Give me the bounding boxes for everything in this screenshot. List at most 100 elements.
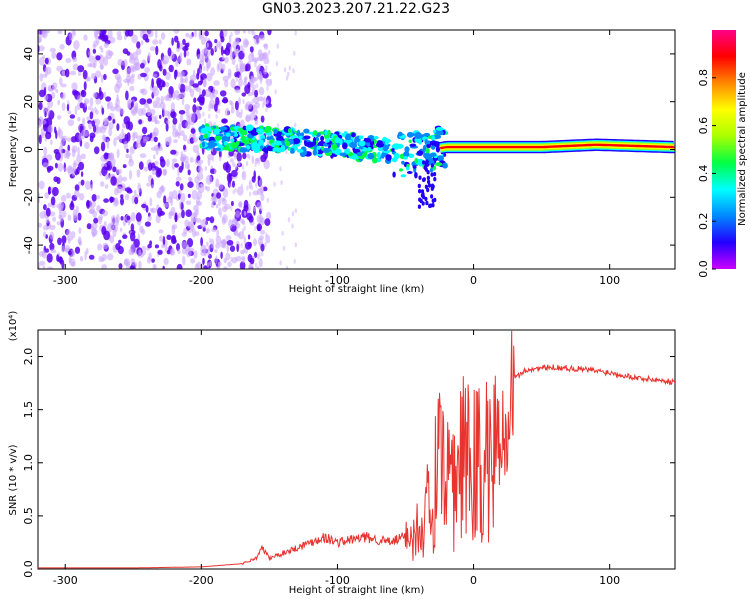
spectrogram-ridge-blob xyxy=(433,177,437,182)
spectrogram-speckle xyxy=(129,146,135,155)
spectrogram-ridge-blob xyxy=(435,126,444,131)
spectrogram-speckle xyxy=(211,156,215,162)
spectrogram-speckle xyxy=(242,220,246,226)
spectrogram-y-tick-label: -20 xyxy=(22,188,35,206)
spectrogram-ridge-blob xyxy=(424,196,428,202)
spectrogram-ridge-blob xyxy=(422,160,426,165)
snr-y-tick-label: 1.5 xyxy=(22,401,35,419)
spectrogram-speckle xyxy=(254,62,257,68)
spectrogram-speckle xyxy=(102,117,110,126)
spectrogram-speckle xyxy=(129,170,133,180)
spectrogram-speckle xyxy=(59,215,64,222)
spectrogram-ridge-blob xyxy=(200,127,209,134)
spectrogram-speckle xyxy=(64,68,70,78)
spectrogram-speckle xyxy=(81,129,86,140)
spectrogram-speckle xyxy=(89,97,94,107)
spectrogram-speckle xyxy=(115,97,120,108)
spectrogram-speckle xyxy=(43,231,47,238)
spectrogram-speckle xyxy=(77,95,83,103)
spectrogram-speckle xyxy=(185,32,190,38)
spectrogram-speckle xyxy=(194,176,200,184)
spectrogram-speckle xyxy=(134,196,139,205)
spectrogram-speckle xyxy=(204,185,208,190)
spectrogram-speckle xyxy=(203,118,207,124)
spectrogram-speckle xyxy=(264,218,271,227)
spectrogram-ridge-blob xyxy=(381,152,385,159)
spectrogram-y-ticks: -40 -20 0 20 40 xyxy=(22,47,675,254)
spectrogram-speckle xyxy=(258,188,261,194)
spectrogram-speckle xyxy=(165,71,171,81)
spectrogram-speckle xyxy=(203,77,207,88)
spectrogram-speckle xyxy=(45,207,51,217)
spectrogram-speckle xyxy=(62,210,67,218)
spectrogram-y-tick-label: 40 xyxy=(22,47,35,61)
spectrogram-ridge-blob xyxy=(212,125,216,129)
spectrogram-speckle xyxy=(253,35,261,45)
spectrogram-speckle xyxy=(248,241,252,248)
spectrogram-speckle xyxy=(260,96,263,102)
spectrogram-speckle xyxy=(39,45,45,52)
spectrogram-ridge-blob xyxy=(214,135,222,141)
spectrogram-speckle xyxy=(202,111,205,117)
spectrogram-ridge-blob xyxy=(356,151,363,157)
spectrogram-speckle xyxy=(91,201,96,208)
spectrogram-speckle xyxy=(151,132,158,137)
spectrogram-speckle xyxy=(185,200,192,205)
spectrogram-speckle xyxy=(103,230,110,241)
spectrogram-speckle xyxy=(89,136,94,143)
spectrogram-ridge-blob xyxy=(430,183,435,188)
spectrogram-speckle xyxy=(89,62,96,68)
spectrogram-ridge-blob xyxy=(240,131,248,135)
spectrogram-ridge-blob xyxy=(425,200,429,206)
spectrogram-ridge-blob xyxy=(422,177,426,183)
spectrogram-speckle xyxy=(265,232,268,238)
spectrogram-speckle xyxy=(163,168,168,176)
spectrogram-speckle xyxy=(143,166,149,172)
spectrogram-speckle xyxy=(72,63,79,71)
spectrogram-ridge-blob xyxy=(240,135,246,141)
spectrogram-speckle xyxy=(231,219,238,227)
spectrogram-speckle xyxy=(293,50,296,56)
spectrogram-speckle xyxy=(42,162,49,168)
spectrogram-speckle xyxy=(222,214,228,224)
spectrogram-ridge-blob xyxy=(421,201,425,206)
snr-x-tick-label: -100 xyxy=(325,574,350,587)
spectrogram-speckle xyxy=(106,138,110,149)
spectrogram-speckle xyxy=(235,64,239,72)
spectrogram-speckle xyxy=(92,231,96,238)
spectrogram-speckle xyxy=(89,199,92,208)
spectrogram-speckle xyxy=(169,249,175,256)
spectrogram-speckle xyxy=(182,38,186,46)
spectrogram-speckle xyxy=(222,30,228,38)
spectrogram-speckle xyxy=(147,30,154,38)
spectrogram-speckle xyxy=(238,78,243,87)
spectrogram-speckle xyxy=(294,122,297,128)
spectrogram-ridge-blob xyxy=(258,128,264,135)
spectrogram-ridge-blob xyxy=(270,142,275,148)
spectrogram-x-axis-label: Height of straight line (km) xyxy=(289,284,425,295)
spectrogram-speckle xyxy=(192,136,198,143)
colorbar: 0.0 0.2 0.4 0.6 0.8 Normalized spectral ampl… xyxy=(697,30,748,278)
spectrogram-speckle xyxy=(259,34,266,41)
spectrogram-speckle xyxy=(260,229,266,235)
spectrogram-speckle xyxy=(78,161,85,171)
spectrogram-speckle xyxy=(268,49,271,55)
spectrogram-speckle xyxy=(156,191,162,199)
spectrogram-ridge-blob xyxy=(436,155,445,162)
spectrogram-speckle xyxy=(106,174,110,180)
spectrogram-speckle xyxy=(254,89,259,98)
spectrogram-speckle xyxy=(182,255,186,266)
spectrogram-speckle xyxy=(123,258,131,266)
spectrogram-ridge-blob xyxy=(322,147,331,153)
spectrogram-speckle xyxy=(140,72,147,78)
spectrogram-speckle xyxy=(77,71,82,76)
spectrogram-ridge-blob xyxy=(427,183,432,188)
spectrogram-speckle xyxy=(101,264,107,269)
spectrogram-speckle xyxy=(229,245,236,252)
spectrogram-speckle xyxy=(174,35,179,43)
spectrogram-speckle xyxy=(181,96,185,106)
spectrogram-ridge-blob xyxy=(418,189,422,194)
spectrogram-ridge-blob xyxy=(230,142,238,149)
spectrogram-speckle xyxy=(147,115,152,122)
